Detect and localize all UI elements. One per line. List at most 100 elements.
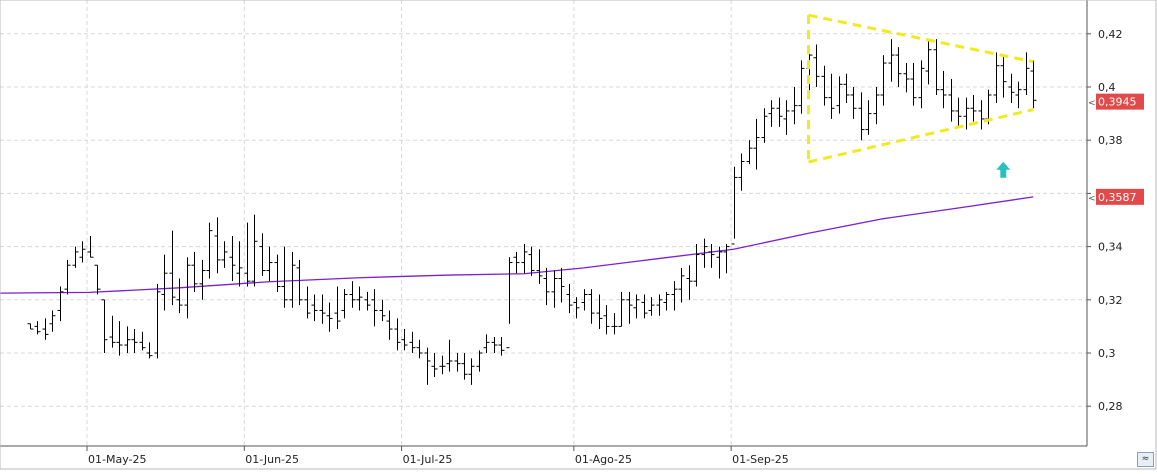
price-label-box <box>1096 188 1144 205</box>
ohlc-bar <box>693 243 700 287</box>
ohlc-bar <box>386 310 393 340</box>
ohlc-bar <box>1023 52 1030 95</box>
ohlc-bar <box>191 251 198 292</box>
ohlc-bar <box>573 297 580 319</box>
ohlc-bar <box>656 294 663 316</box>
ohlc-bar <box>551 270 558 308</box>
ohlc-bar <box>139 331 146 351</box>
ohlc-bar <box>311 294 318 322</box>
ohlc-bar <box>791 87 798 125</box>
ohlc-bar <box>259 233 266 276</box>
ohlc-bar <box>146 342 153 359</box>
ohlc-bar <box>64 259 71 295</box>
ohlc-bar <box>131 329 138 353</box>
ohlc-bar <box>401 329 408 351</box>
ohlc-bar <box>334 286 341 330</box>
ohlc-bar <box>424 347 431 385</box>
ohlc-bar <box>708 243 715 268</box>
ohlc-bar <box>1008 73 1015 103</box>
triangle-lower-line <box>808 108 1034 164</box>
ohlc-bar <box>79 241 86 263</box>
ohlc-bar <box>94 264 101 295</box>
ohlc-bar <box>49 310 56 332</box>
ohlc-bar <box>274 254 281 292</box>
ohlc-bar <box>611 313 618 335</box>
ohlc-bar <box>513 251 520 274</box>
ohlc-bar <box>371 289 378 327</box>
x-tick-label: 01-Ago-25 <box>575 453 632 466</box>
ohlc-bar <box>1030 60 1037 109</box>
moving-average-line <box>0 196 1034 294</box>
ohlc-bar <box>281 246 288 308</box>
y-tick-label: 0,34 <box>1098 241 1123 254</box>
ohlc-bar <box>671 281 678 311</box>
ohlc-bar <box>858 92 865 141</box>
ohlc-bar <box>543 267 550 306</box>
ohlc-bar <box>266 246 273 282</box>
scroll-right-button[interactable]: ≈ <box>1137 452 1154 467</box>
ohlc-bar <box>319 294 326 324</box>
ohlc-bar <box>641 294 648 319</box>
ohlc-bar <box>596 294 603 330</box>
ohlc-bar <box>221 241 228 268</box>
y-tick-label: 0,32 <box>1098 294 1123 307</box>
ohlc-bar <box>888 39 895 82</box>
y-tick-label: 0,42 <box>1098 28 1123 41</box>
ohlc-bar <box>723 243 730 274</box>
ohlc-bar <box>364 291 371 311</box>
ohlc-bar <box>686 265 693 300</box>
ohlc-bar <box>850 87 857 119</box>
ohlc-bar <box>483 334 490 353</box>
ohlc-bar <box>491 337 498 353</box>
ohlc-bar <box>701 238 708 268</box>
ohlc-bar <box>154 283 161 359</box>
annotations: <0,3945< 0,3587 <box>807 13 1144 205</box>
ohlc-bar <box>761 108 768 143</box>
ohlc-bar <box>925 39 932 85</box>
ohlc-bar <box>618 291 625 327</box>
triangle-upper-line <box>808 13 1034 64</box>
ohlc-bar <box>498 337 505 356</box>
ohlc-bar <box>955 97 962 127</box>
ohlc-bar <box>431 353 438 377</box>
ohlc-bar <box>34 321 41 335</box>
ohlc-bar <box>963 97 970 130</box>
ohlc-bar <box>836 76 843 114</box>
ohlc-bar <box>603 305 610 335</box>
ohlc-bar <box>57 286 64 322</box>
ohlc-bar <box>416 339 423 359</box>
ohlc-bar <box>746 140 753 165</box>
ohlc-bar <box>169 230 176 306</box>
ohlc-bar <box>468 358 475 385</box>
ohlc-bar <box>993 52 1000 103</box>
ohlc-bar <box>918 60 925 109</box>
ohlc-bar <box>895 47 902 87</box>
x-tick-label: 01-Sep-25 <box>732 453 789 466</box>
ohlc-bar <box>27 323 34 330</box>
ohlc-bar <box>296 259 303 306</box>
moving-average-series <box>0 196 1034 294</box>
ohlc-bar <box>199 259 206 300</box>
ohlc-bar <box>116 321 123 356</box>
ohlc-bar <box>663 291 670 311</box>
ohlc-bar <box>446 339 453 372</box>
ohlc-bar <box>87 235 94 258</box>
ohlc-bar <box>109 315 116 348</box>
ohlc-bar <box>42 318 49 340</box>
ohlc-bar <box>289 251 296 308</box>
ohlc-bar <box>948 79 955 122</box>
ohlc-bar <box>843 73 850 103</box>
ohlc-bar <box>738 153 745 191</box>
price-label: 0,3945 <box>1098 96 1137 109</box>
double-chevron-icon[interactable]: ≈ <box>1141 454 1150 464</box>
ohlc-bar <box>633 294 640 319</box>
ohlc-bar <box>206 222 213 279</box>
ohlc-bar <box>461 353 468 380</box>
ohlc-bar <box>229 235 236 282</box>
ohlc-bar <box>454 353 461 372</box>
ohlc-bar <box>753 118 760 170</box>
ohlc-bar <box>731 166 738 245</box>
